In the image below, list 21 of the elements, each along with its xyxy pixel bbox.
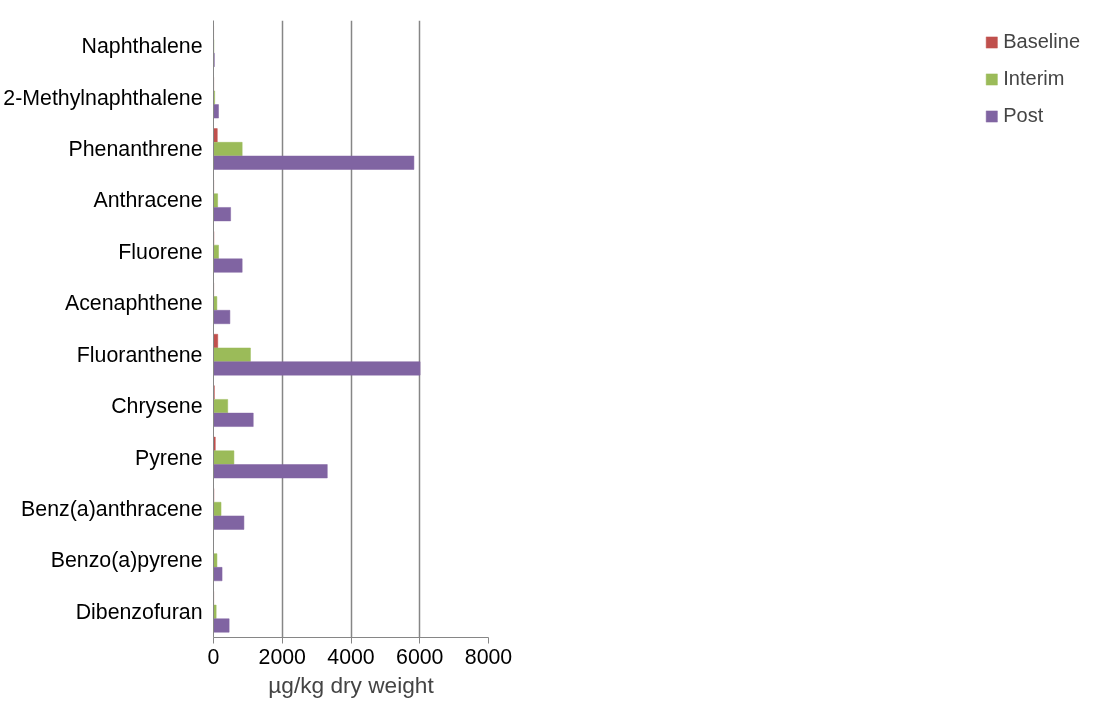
- y-tick-label: Naphthalene: [81, 34, 203, 59]
- x-tick-label: 8000: [464, 644, 513, 669]
- x-axis-title: µg/kg dry weight: [268, 671, 435, 698]
- y-tick-label: Chrysene: [111, 394, 203, 419]
- legend-label: Post: [1003, 104, 1044, 127]
- x-tick-label: 0: [207, 644, 220, 669]
- y-tick-label: Acenaphthene: [64, 291, 203, 316]
- legend-label: Interim: [1003, 67, 1065, 90]
- y-tick-label: Fluorene: [118, 239, 203, 264]
- x-tick-label: 2000: [258, 644, 307, 669]
- legend-label: Baseline: [1003, 30, 1080, 53]
- y-tick-label: Benzo(a)pyrene: [50, 548, 203, 573]
- y-tick-label: Anthracene: [93, 188, 203, 213]
- x-tick-label: 4000: [327, 644, 375, 669]
- y-tick-label: Pyrene: [134, 445, 203, 470]
- y-tick-label: Fluoranthene: [76, 342, 203, 367]
- y-tick-label: Benz(a)anthracene: [21, 496, 203, 521]
- x-tick-label: 6000: [396, 644, 444, 669]
- y-tick-label: 2-Methylnaphthalene: [3, 85, 203, 110]
- y-tick-label: Dibenzofuran: [75, 599, 203, 624]
- y-tick-label: Phenanthrene: [68, 137, 203, 162]
